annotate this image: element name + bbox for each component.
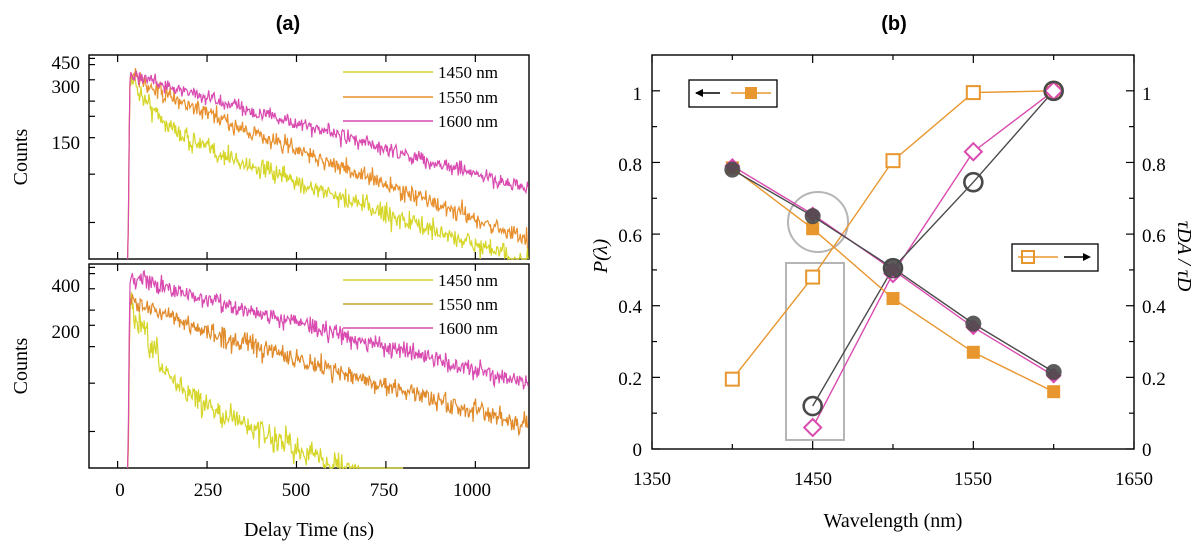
tick-b-yl-0: 0 [633, 440, 643, 461]
right-arrow-icon [1083, 253, 1091, 261]
series-line-ratio-gray [812, 90, 1055, 407]
legend-a-bottom-1450: 1450 nm [438, 271, 498, 290]
point-ratio-orange-1450 [805, 269, 821, 285]
legend-a-bottom-1600: 1600 nm [438, 319, 498, 338]
left-indicator-square-marker [745, 87, 757, 99]
series-line-ratio-magenta [812, 90, 1055, 428]
point-ratio-gray-1600 [1043, 80, 1064, 102]
plot-a-bottom-ylabel: Counts [10, 337, 32, 394]
tick-b-yl-0.6: 0.6 [618, 226, 642, 247]
plot-a-top: 450 300 150 Counts 1450 nm 1550 nm 1600 … [10, 53, 530, 261]
plot-b-ylabel-left: P(λ) [590, 239, 612, 275]
decay-curve-1450-nm [127, 291, 404, 470]
tick-a-bottom-y-400: 400 [52, 276, 81, 297]
plot-a-xlabel: Delay Time (ns) [244, 519, 374, 541]
tick-a-x-1000: 1000 [453, 480, 491, 501]
tick-b-yr-1: 1 [1142, 84, 1152, 105]
point-ratio-gray-1550 [963, 171, 984, 193]
tick-b-yl-0.4: 0.4 [618, 297, 642, 318]
legend-a-bottom-1550: 1550 nm [438, 295, 498, 314]
plot-b-ticks [651, 55, 1135, 450]
left-arrow-icon [695, 89, 703, 97]
point-ratio-magenta-1550 [963, 141, 984, 162]
tick-b-x-1350: 1350 [633, 469, 671, 490]
tick-b-yr-0: 0 [1142, 440, 1152, 461]
tick-b-x-1450: 1450 [794, 469, 832, 490]
decay-curve-1450-nm [127, 74, 529, 261]
decay-curve-1600-nm [127, 269, 529, 469]
plot-b-xlabel: Wavelength (nm) [824, 510, 963, 532]
point-ratio-orange-1500 [885, 153, 901, 169]
point-p-orange-1450 [806, 222, 820, 236]
tick-a-x-250: 250 [194, 480, 223, 501]
point-p-gray-1450 [804, 208, 821, 225]
plot-b-ylabel-right: τDA / τD [1173, 221, 1195, 292]
series-line-ratio-orange [731, 90, 1054, 380]
right-axis-indicator [1011, 243, 1099, 272]
plot-a-top-ylabel: Counts [10, 128, 32, 185]
right-indicator-square-marker [1021, 250, 1035, 264]
plot-a-bottom-frame [88, 263, 530, 469]
tick-a-bottom-y-200: 200 [52, 322, 81, 343]
tick-a-top-y-300: 300 [52, 77, 81, 98]
point-ratio-gray-1450 [802, 395, 823, 417]
tick-b-yl-0.2: 0.2 [618, 369, 642, 390]
plot-a-top-frame [88, 54, 530, 260]
tick-b-yl-1: 1 [633, 84, 643, 105]
plot-a-top-legend: 1450 nm 1550 nm 1600 nm [343, 63, 498, 131]
legend-a-top-1600: 1600 nm [438, 112, 498, 131]
left-axis-indicator [688, 79, 778, 108]
tick-b-yl-0.8: 0.8 [618, 155, 642, 176]
point-p-gray-1400 [724, 161, 741, 178]
point-p-orange-1600 [1047, 385, 1061, 399]
plot-a-bottom-curves [127, 269, 529, 470]
point-p-orange-1500 [886, 292, 900, 306]
point-p-gray-1600 [1045, 363, 1062, 380]
tick-b-yr-0.8: 0.8 [1142, 155, 1166, 176]
tick-b-yr-0.4: 0.4 [1142, 297, 1166, 318]
legend-a-top-1550: 1550 nm [438, 88, 498, 107]
decay-curve-1550-nm [127, 294, 529, 469]
tick-b-x-1650: 1650 [1115, 469, 1153, 490]
tick-a-top-y-450: 450 [52, 53, 81, 74]
tick-a-top-y-150: 150 [52, 133, 81, 154]
point-p-orange-1550 [966, 345, 980, 359]
plot-a-bottom: 400 200 Counts 1450 nm 1550 nm 1600 nm 0… [10, 263, 530, 541]
legend-a-top-1450: 1450 nm [438, 63, 498, 82]
point-p-gray-1500 [885, 260, 901, 277]
point-ratio-orange-1400 [724, 371, 740, 387]
tick-b-yr-0.6: 0.6 [1142, 226, 1166, 247]
tick-b-x-1550: 1550 [954, 469, 992, 490]
decay-curve-1600-nm [127, 70, 529, 260]
tick-a-x-500: 500 [282, 480, 311, 501]
tick-a-x-0: 0 [115, 480, 125, 501]
panel-a-title: (a) [276, 13, 300, 35]
point-p-gray-1550 [965, 315, 982, 332]
plot-b: 0 0.2 0.4 0.6 0.8 1 0 0.2 0.4 0.6 0.8 1 … [590, 54, 1195, 532]
plot-a-top-ticks [89, 55, 476, 259]
plot-a-bottom-legend: 1450 nm 1550 nm 1600 nm [343, 271, 498, 338]
plot-a-top-curves [127, 67, 529, 261]
highlight-circle [787, 191, 849, 253]
point-ratio-magenta-1450 [802, 417, 823, 438]
tick-b-yr-0.2: 0.2 [1142, 369, 1166, 390]
decay-curve-1550-nm [127, 67, 529, 260]
panel-b-title: (b) [881, 13, 907, 35]
point-ratio-orange-1550 [965, 85, 981, 101]
plot-b-marks [724, 80, 1064, 438]
tick-a-x-750: 750 [370, 480, 399, 501]
plot-a-bottom-ticks [89, 264, 476, 468]
